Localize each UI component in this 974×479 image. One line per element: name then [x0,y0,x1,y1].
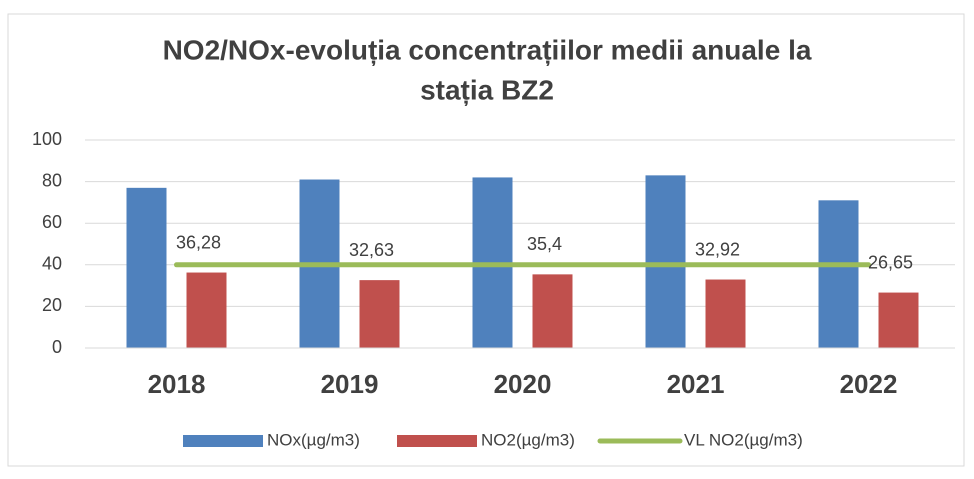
data-label: 26,65 [868,252,913,272]
x-tick-label: 2021 [667,369,725,399]
y-tick-label: 40 [42,254,62,274]
legend-label: NOx(µg/m3) [267,430,360,449]
data-label: 32,63 [349,240,394,260]
legend-swatch [183,435,263,447]
x-tick-label: 2018 [148,369,206,399]
y-tick-label: 60 [42,212,62,232]
bar [705,279,746,348]
x-tick-label: 2022 [840,369,898,399]
bar [532,274,573,348]
bar [126,187,167,348]
bar [878,292,919,348]
legend-label: VL NO2(µg/m3) [684,430,803,449]
y-tick-label: 80 [42,170,62,190]
x-tick-label: 2019 [321,369,379,399]
bar [359,280,400,348]
data-label: 32,92 [695,239,740,259]
y-tick-label: 20 [42,295,62,315]
chart-title: stația BZ2 [420,74,554,105]
legend-swatch [397,435,477,447]
y-tick-label: 0 [52,337,62,357]
bar [186,272,227,348]
y-tick-label: 100 [32,129,62,149]
legend-label: NO2(µg/m3) [481,430,575,449]
bar [818,200,859,348]
chart-title: NO2/NOx-evoluția concentrațiilor medii a… [163,34,812,65]
data-label: 35,4 [527,234,562,254]
data-label: 36,28 [176,232,221,252]
bar [645,175,686,348]
x-tick-label: 2020 [494,369,552,399]
